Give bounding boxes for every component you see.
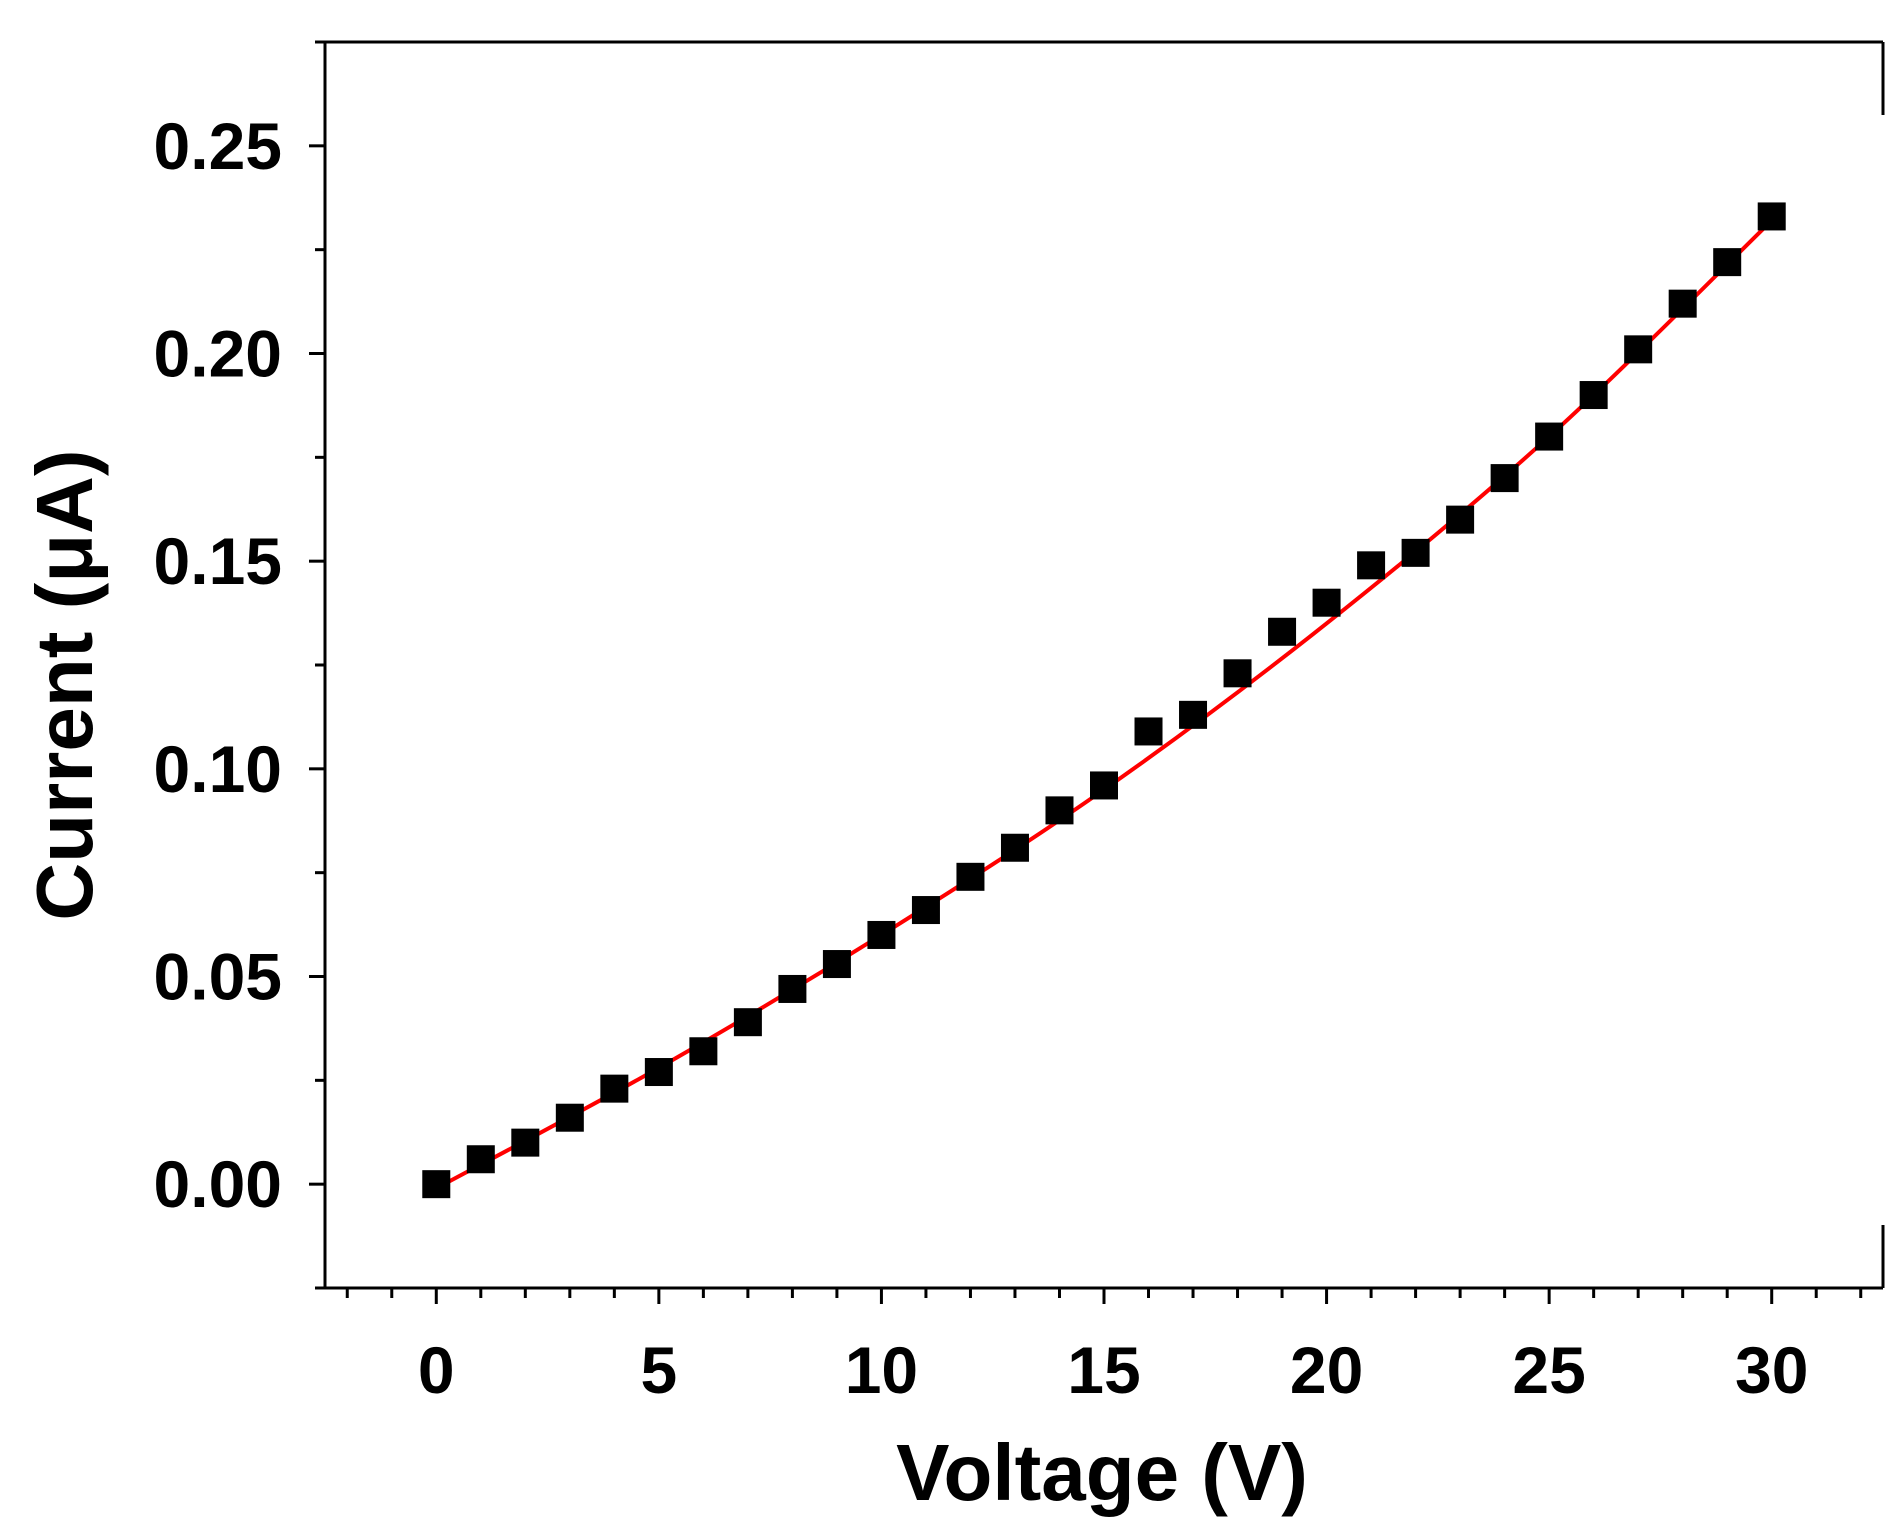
- data-points: [422, 202, 1786, 1199]
- y-tick-label: 0.05: [154, 940, 282, 1014]
- x-tick-label: 10: [845, 1333, 918, 1407]
- data-point: [1668, 289, 1697, 318]
- data-point: [466, 1145, 495, 1174]
- fit-line: [435, 219, 1774, 1191]
- data-point: [1713, 248, 1742, 277]
- data-point: [1045, 796, 1074, 825]
- data-point: [956, 862, 985, 891]
- data-point: [422, 1170, 451, 1199]
- data-point: [1624, 335, 1653, 364]
- y-tick-label: 0.25: [154, 109, 282, 183]
- data-point: [1179, 700, 1208, 729]
- data-point: [1268, 617, 1297, 646]
- data-point: [778, 974, 807, 1003]
- data-point: [1535, 422, 1564, 451]
- data-point: [867, 920, 896, 949]
- y-tick-label: 0.20: [154, 317, 282, 391]
- x-tick-label: 5: [640, 1333, 677, 1407]
- data-point: [1446, 505, 1475, 534]
- x-tick-label: 25: [1512, 1333, 1585, 1407]
- data-point: [822, 950, 851, 979]
- data-point: [511, 1128, 540, 1157]
- data-point: [600, 1074, 629, 1103]
- y-axis-title: Current (μA): [20, 449, 109, 920]
- x-axis-title: Voltage (V): [896, 1428, 1308, 1517]
- data-point: [1757, 202, 1786, 231]
- data-point: [733, 1008, 762, 1037]
- data-point: [1490, 464, 1519, 493]
- y-tick-label: 0.00: [154, 1147, 282, 1221]
- data-point: [1357, 551, 1386, 580]
- x-tick-label: 30: [1735, 1333, 1808, 1407]
- data-point: [1090, 771, 1118, 800]
- y-axis-ticks: 0.00 0.05 0.10 0.15 0.20 0.25: [154, 40, 325, 1290]
- data-point: [689, 1037, 718, 1066]
- data-point: [1223, 659, 1252, 688]
- data-point: [911, 896, 940, 925]
- data-point: [555, 1103, 584, 1132]
- fit-line-group: [435, 219, 1774, 1191]
- y-tick-label: 0.15: [154, 524, 282, 598]
- data-point: [1134, 717, 1163, 746]
- data-point: [1579, 381, 1608, 410]
- y-tick-label: 0.10: [154, 732, 282, 806]
- axes-frame: [323, 40, 1885, 1290]
- x-axis-ticks: 0 5 10 15 20 25 30: [345, 1288, 1863, 1407]
- x-tick-label: 15: [1067, 1333, 1140, 1407]
- data-point: [1401, 538, 1430, 567]
- data-point: [644, 1058, 673, 1087]
- data-point: [1312, 588, 1341, 617]
- x-tick-label: 0: [418, 1333, 455, 1407]
- x-tick-label: 20: [1290, 1333, 1363, 1407]
- data-point: [1000, 833, 1029, 862]
